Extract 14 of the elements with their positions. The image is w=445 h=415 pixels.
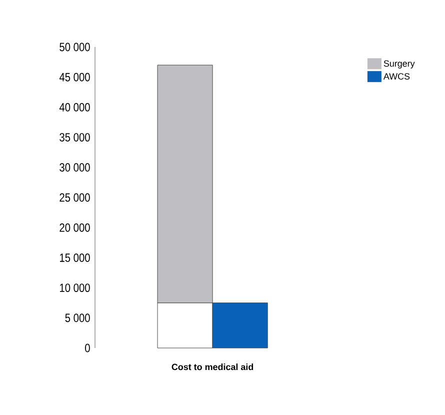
y-tick-label: 40 000 <box>59 102 90 112</box>
legend-label: Surgery <box>384 60 415 68</box>
y-tick-label: 50 000 <box>60 42 90 52</box>
legend-label: AWCS <box>383 73 410 80</box>
y-tick-label: 35 000 <box>60 133 90 142</box>
y-tick-label: 45 000 <box>59 72 90 82</box>
y-tick-label: 15 000 <box>60 253 90 262</box>
y-tick-label: 10 000 <box>60 284 90 292</box>
y-tick-label: 30 000 <box>60 163 90 172</box>
y-tick-label: 0 <box>85 344 90 352</box>
y-tick-label: 25 000 <box>60 193 90 202</box>
y-tick-label: 5 000 <box>65 314 90 322</box>
x-axis-title: Cost to medical aid <box>172 364 254 370</box>
y-tick-label: 20 000 <box>60 223 90 232</box>
